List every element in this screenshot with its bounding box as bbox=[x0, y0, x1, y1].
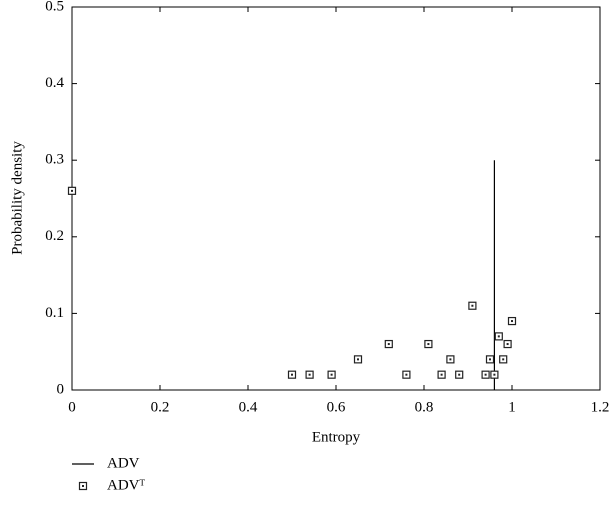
marker-dot bbox=[449, 358, 452, 361]
y-tick-label: 0.3 bbox=[45, 152, 64, 168]
point bbox=[327, 370, 336, 379]
point bbox=[446, 355, 455, 364]
y-tick-label: 0.4 bbox=[45, 75, 64, 91]
marker-dot bbox=[405, 373, 408, 376]
marker-dot bbox=[493, 373, 496, 376]
point bbox=[455, 370, 464, 379]
x-tick-label: 0.2 bbox=[151, 399, 170, 415]
marker-dot bbox=[427, 343, 430, 346]
x-axis-label: Entropy bbox=[312, 429, 361, 445]
x-tick-label: 0.4 bbox=[239, 399, 258, 415]
legend-label: ADV bbox=[107, 455, 140, 471]
point bbox=[503, 339, 512, 349]
marker-dot bbox=[82, 485, 84, 487]
legend-label: ADVᵀ bbox=[107, 477, 145, 493]
x-tick-label: 1 bbox=[508, 399, 516, 415]
marker-dot bbox=[387, 343, 390, 346]
marker-dot bbox=[497, 335, 500, 338]
marker-dot bbox=[502, 358, 505, 361]
y-tick-label: 0 bbox=[57, 381, 65, 397]
point bbox=[402, 370, 411, 379]
x-tick-label: 0.6 bbox=[327, 399, 346, 415]
marker-dot bbox=[506, 343, 509, 346]
marker-dot bbox=[484, 373, 487, 376]
point bbox=[437, 370, 446, 379]
marker-dot bbox=[330, 373, 333, 376]
marker-dot bbox=[308, 373, 311, 376]
point bbox=[507, 316, 517, 326]
point bbox=[424, 339, 433, 349]
point bbox=[305, 370, 314, 379]
marker-dot bbox=[471, 304, 474, 307]
point bbox=[494, 332, 503, 341]
point bbox=[499, 355, 508, 364]
y-tick-label: 0.1 bbox=[45, 305, 64, 321]
y-tick-label: 0.2 bbox=[45, 228, 64, 244]
point bbox=[287, 370, 297, 379]
point bbox=[490, 370, 499, 379]
x-tick-label: 0 bbox=[68, 399, 76, 415]
point bbox=[481, 370, 490, 379]
marker-dot bbox=[489, 358, 491, 361]
point bbox=[67, 186, 77, 195]
marker-dot bbox=[511, 320, 513, 323]
point bbox=[384, 339, 393, 349]
point bbox=[468, 301, 477, 310]
x-tick-label: 1.2 bbox=[591, 399, 610, 415]
marker-dot bbox=[440, 373, 443, 376]
marker-dot bbox=[458, 373, 461, 376]
legend-marker bbox=[78, 481, 88, 491]
x-tick-label: 0.8 bbox=[415, 399, 434, 415]
marker-dot bbox=[71, 189, 73, 192]
point bbox=[485, 355, 495, 364]
marker-dot bbox=[291, 373, 293, 376]
point bbox=[353, 355, 363, 364]
marker-dot bbox=[357, 358, 359, 361]
plot-frame bbox=[71, 6, 601, 391]
y-axis-label: Probability density bbox=[9, 141, 25, 255]
y-tick-label: 0.5 bbox=[45, 0, 64, 14]
